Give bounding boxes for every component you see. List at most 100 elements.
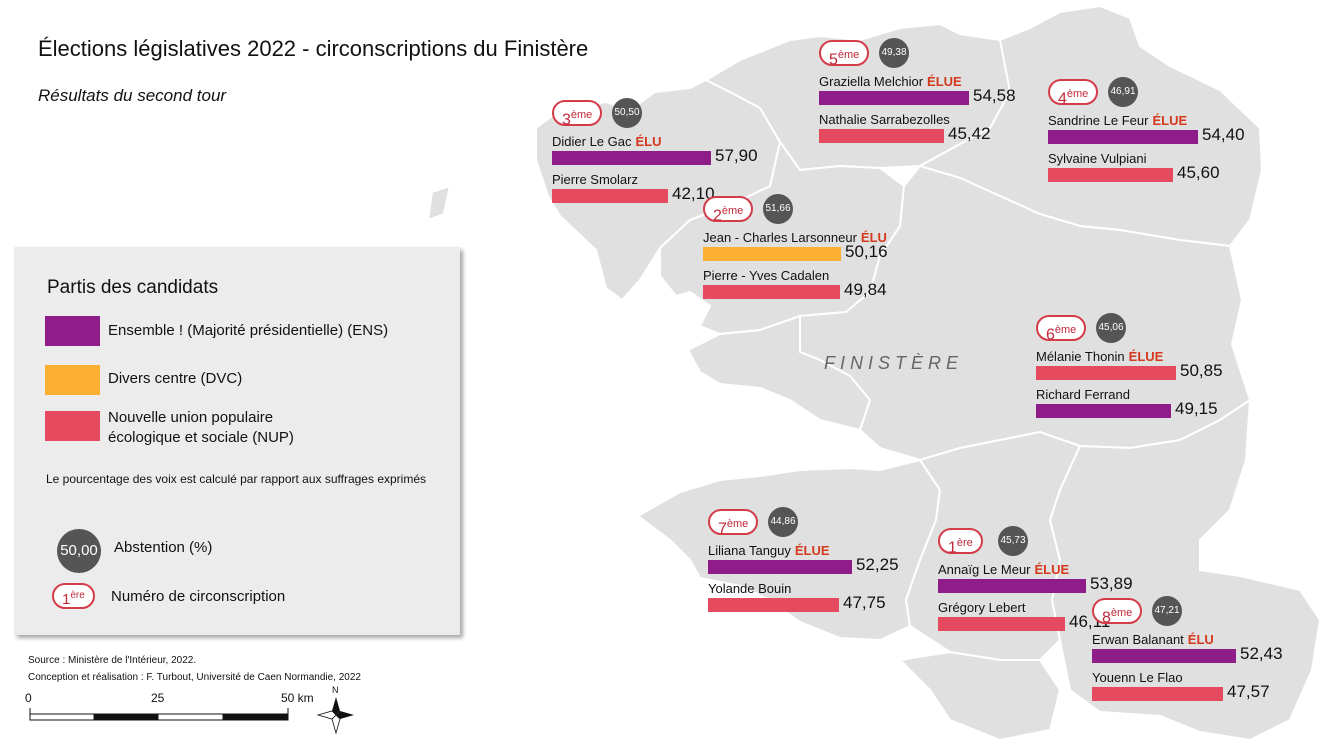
badge-number: 2: [713, 207, 722, 225]
elected-label: ÉLU: [860, 230, 887, 245]
legend-swatch-dvc: [45, 365, 100, 395]
scale-label-mid: 25: [151, 691, 165, 705]
legend-circonscription-badge: 1ère: [52, 583, 95, 609]
candidate-name-text: Mélanie Thonin: [1036, 349, 1125, 364]
legend-badge-num: 1: [62, 591, 71, 608]
elected-label: ÉLU: [635, 134, 662, 149]
candidate-name-text: Youenn Le Flao: [1092, 670, 1183, 685]
abstention-circle: 46,91: [1108, 77, 1138, 107]
badge-suffix: ème: [837, 49, 860, 61]
region-south-inland: [897, 650, 1062, 742]
candidate-name-text: Erwan Balanant: [1092, 632, 1184, 647]
circonscription-number-badge: 7ème: [708, 509, 759, 537]
vote-bar-ens: [938, 579, 1086, 593]
badge-number: 8: [1102, 609, 1111, 627]
badge-number: 1: [948, 539, 957, 557]
candidate-name-text: Richard Ferrand: [1036, 387, 1130, 402]
map-subtitle: Résultats du second tour: [38, 86, 227, 105]
badge-suffix: ère: [956, 537, 973, 549]
circonscription-number-badge: 8ème: [1092, 598, 1143, 627]
legend-badge-suffix: ère: [70, 590, 85, 601]
legend-abstention-label: Abstention (%): [114, 539, 213, 556]
legend-label-dvc: Divers centre (DVC): [108, 370, 243, 387]
badge-suffix: ème: [1110, 607, 1133, 619]
candidate-name: Pierre - Yves Cadalen: [703, 268, 829, 283]
legend-swatch-ens: [45, 316, 100, 346]
candidate-name: Mélanie Thonin ÉLUE: [1036, 349, 1163, 364]
legend-label-nup-line1: Nouvelle union populaire: [108, 409, 274, 426]
vote-percentage: 54,40: [1202, 125, 1245, 144]
scale-label-zero: 0: [25, 691, 32, 705]
elected-label: ÉLUE: [1152, 113, 1188, 128]
circonscription-7: 7ème 44,86 Liliana Tanguy ÉLUE 52,25 Yolande …: [708, 507, 908, 629]
circonscription-number-badge: 3ème: [552, 100, 603, 129]
circonscription-8: 8ème 47,21 Erwan Balanant ÉLU 52,43 Youenn Le…: [1092, 596, 1292, 718]
legend-abstention-circle: 50,00: [57, 529, 101, 573]
vote-bar-nup: [819, 129, 944, 143]
candidate-name: Erwan Balanant ÉLU: [1092, 632, 1214, 647]
candidate-name: Grégory Lebert: [938, 600, 1025, 615]
vote-bar-nup: [708, 598, 839, 612]
vote-percentage: 47,57: [1227, 682, 1270, 701]
map-title: Élections législatives 2022 - circonscri…: [38, 36, 589, 61]
legend-label-nup-line2: écologique et sociale (NUP): [108, 429, 294, 446]
circonscription-6: 6ème 45,06 Mélanie Thonin ÉLUE 50,85 Richard …: [1036, 313, 1236, 435]
vote-percentage: 45,42: [948, 124, 991, 143]
abstention-circle: 51,66: [763, 194, 793, 224]
candidate-name: Liliana Tanguy ÉLUE: [708, 543, 830, 558]
vote-bar-ens: [1036, 404, 1171, 418]
candidate-name: Sylvaine Vulpiani: [1048, 151, 1147, 166]
vote-percentage: 50,16: [845, 242, 888, 261]
north-label: N: [332, 685, 339, 695]
candidate-name: Sandrine Le Feur ÉLUE: [1048, 113, 1187, 128]
candidate-name-text: Sandrine Le Feur: [1048, 113, 1149, 128]
badge-number: 5: [829, 51, 838, 69]
credits-line: Conception et réalisation : F. Turbout, …: [28, 672, 361, 683]
vote-percentage: 50,85: [1180, 361, 1223, 380]
vote-percentage: 47,75: [843, 593, 886, 612]
badge-number: 6: [1046, 326, 1055, 344]
vote-bar-ens: [1048, 130, 1198, 144]
circonscription-3: 3ème 50,50 Didier Le Gac ÉLU 57,90 Pierre Smo…: [552, 98, 758, 220]
badge-suffix: ème: [570, 109, 593, 121]
abstention-circle: 49,38: [879, 38, 909, 68]
vote-bar-ens: [1092, 649, 1236, 663]
vote-bar-ens: [819, 91, 969, 105]
circonscription-5: 5ème 49,38 Graziella Melchior ÉLUE 54,58 Nath…: [819, 38, 1019, 160]
vote-bar-ens: [708, 560, 852, 574]
vote-bar-dvc: [703, 247, 841, 261]
candidate-name: Nathalie Sarrabezolles: [819, 112, 950, 127]
region-crozon: [686, 314, 872, 432]
candidate-name-text: Pierre Smolarz: [552, 172, 638, 187]
legend-note: Le pourcentage des voix est calculé par …: [46, 472, 426, 486]
badge-number: 3: [562, 111, 571, 129]
department-label: FINISTÈRE: [824, 353, 964, 373]
vote-percentage: 52,43: [1240, 644, 1283, 663]
elected-label: ÉLUE: [1128, 349, 1164, 364]
vote-percentage: 42,10: [672, 184, 715, 203]
legend: Partis des candidats Ensemble ! (Majorit…: [14, 247, 460, 635]
vote-percentage: 45,60: [1177, 163, 1220, 182]
scale-bar: [29, 708, 289, 721]
abstention-circle: 45,06: [1096, 313, 1126, 343]
vote-bar-nup: [1036, 366, 1176, 380]
vote-percentage: 54,58: [973, 86, 1016, 105]
candidate-name: Richard Ferrand: [1036, 387, 1130, 402]
vote-bar-nup: [703, 285, 840, 299]
source-line: Source : Ministère de l'Intérieur, 2022.: [28, 655, 197, 666]
legend-label-ens: Ensemble ! (Majorité présidentielle) (EN…: [108, 322, 389, 339]
candidate-name-text: Sylvaine Vulpiani: [1048, 151, 1147, 166]
candidate-name: Jean - Charles Larsonneur ÉLU: [703, 230, 887, 245]
legend-title: Partis des candidats: [47, 277, 219, 298]
badge-suffix: ème: [721, 205, 744, 217]
vote-percentage: 49,84: [844, 280, 887, 299]
scale-label-end: 50 km: [281, 691, 314, 705]
vote-bar-nup: [552, 189, 668, 203]
circonscription-number-badge: 1ère: [938, 528, 983, 557]
badge-suffix: ème: [726, 518, 749, 530]
vote-percentage: 53,89: [1090, 574, 1133, 593]
vote-percentage: 52,25: [856, 555, 899, 574]
elected-label: ÉLU: [1187, 632, 1214, 647]
candidate-name: Yolande Bouin: [708, 581, 791, 596]
legend-circonscription-label: Numéro de circonscription: [111, 588, 286, 605]
